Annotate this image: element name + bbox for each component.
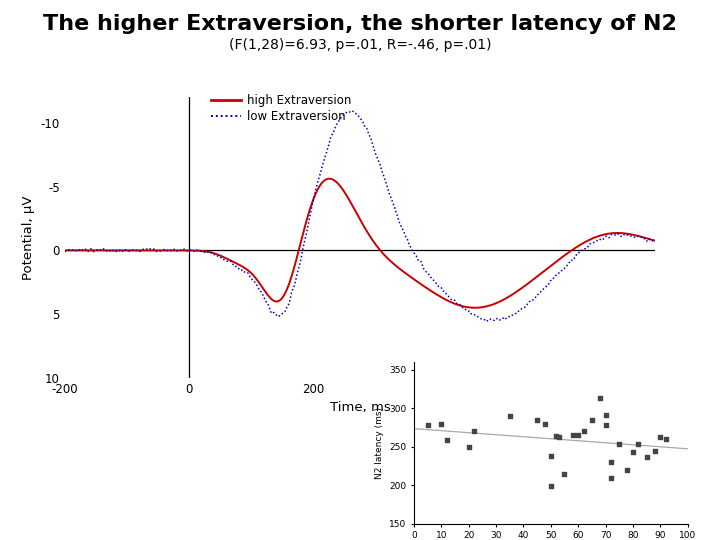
Legend: high Extraversion, low Extraversion: high Extraversion, low Extraversion — [207, 89, 356, 128]
Point — [553, 433, 564, 441]
Point — [649, 446, 660, 455]
Point — [469, 427, 480, 436]
Point — [551, 431, 562, 440]
Point — [660, 435, 672, 443]
Text: (F(1,28)=6.93, p=.01, R=-.46, p=.01): (F(1,28)=6.93, p=.01, R=-.46, p=.01) — [229, 38, 491, 52]
X-axis label: Time, ms: Time, ms — [330, 401, 390, 414]
Point — [504, 411, 516, 420]
Point — [621, 465, 633, 474]
Point — [531, 415, 543, 424]
Y-axis label: Potential, μV: Potential, μV — [22, 195, 35, 280]
Point — [600, 411, 611, 420]
Point — [594, 394, 606, 402]
Point — [613, 440, 625, 449]
Point — [572, 431, 584, 440]
Point — [578, 427, 590, 436]
Y-axis label: N2 latency (ms): N2 latency (ms) — [374, 407, 384, 479]
Text: The higher Extraversion, the shorter latency of N2: The higher Extraversion, the shorter lat… — [43, 14, 677, 33]
Point — [559, 469, 570, 478]
Point — [641, 453, 652, 461]
Point — [441, 436, 453, 445]
Point — [567, 431, 578, 440]
Point — [600, 421, 611, 429]
Point — [545, 451, 557, 460]
Point — [545, 482, 557, 490]
Point — [606, 473, 617, 482]
Point — [654, 433, 666, 442]
Point — [539, 419, 551, 428]
Point — [627, 448, 639, 456]
Point — [586, 415, 598, 424]
Point — [422, 421, 433, 429]
Point — [463, 442, 474, 451]
Point — [436, 419, 447, 428]
Point — [606, 458, 617, 467]
Point — [633, 440, 644, 449]
